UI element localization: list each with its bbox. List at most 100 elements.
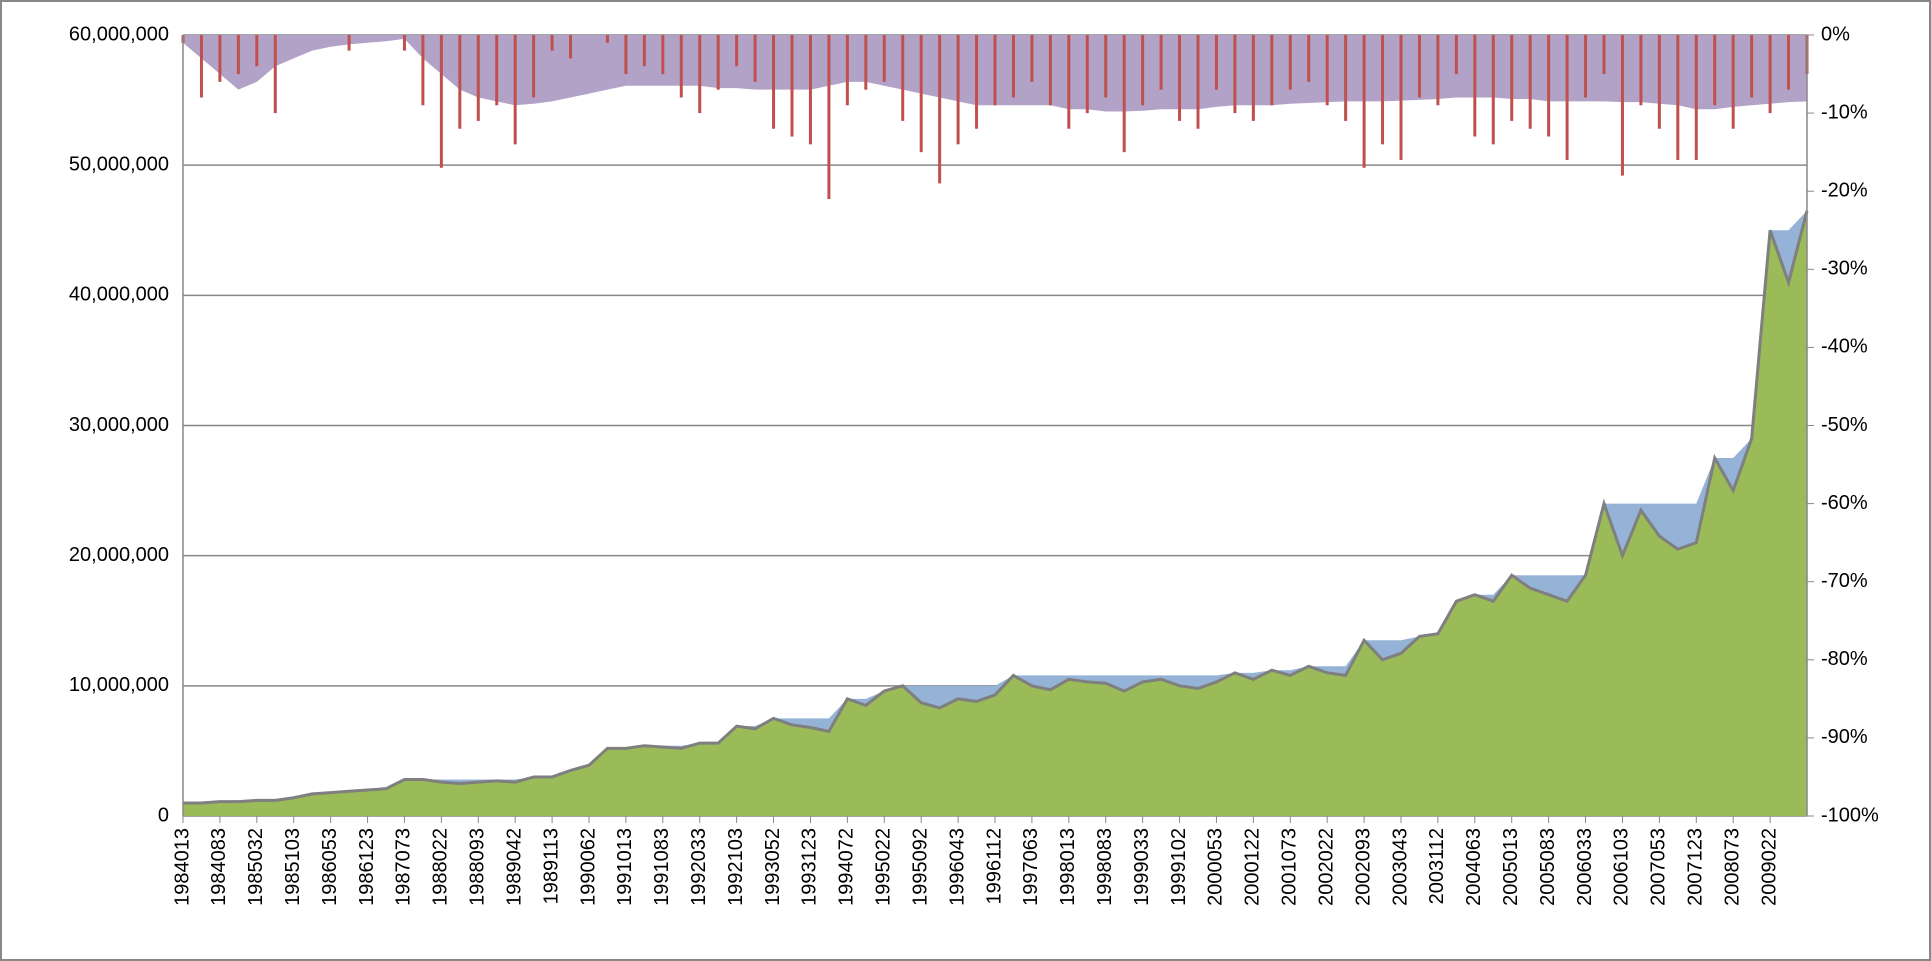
x-tick-label: 1989113: [540, 828, 562, 904]
x-tick-label: 1991013: [614, 828, 636, 906]
bar: [790, 35, 794, 137]
bar: [1399, 35, 1403, 160]
x-tick-label: 2007053: [1648, 828, 1670, 906]
x-tick-label: 2000122: [1242, 828, 1264, 906]
bar: [1122, 35, 1126, 153]
bar: [661, 35, 665, 75]
bar: [1639, 35, 1643, 106]
bar: [421, 35, 425, 106]
bar: [753, 35, 757, 82]
bar: [1344, 35, 1348, 121]
x-tick-label: 1993052: [762, 828, 784, 906]
bar: [1694, 35, 1698, 160]
x-tick-label: 2006033: [1574, 828, 1596, 906]
bar: [1251, 35, 1255, 121]
bar: [882, 35, 886, 82]
bar: [402, 35, 406, 51]
x-tick-label: 2003043: [1389, 828, 1411, 906]
y2-tick-label: -10%: [1821, 101, 1868, 123]
bar: [975, 35, 979, 129]
x-tick-label: 1985032: [245, 828, 267, 906]
y2-tick-label: -100%: [1821, 804, 1879, 826]
bar: [1620, 35, 1624, 176]
bar: [1510, 35, 1514, 121]
x-tick-label: 1987073: [393, 828, 415, 906]
bar: [624, 35, 628, 75]
bar: [1159, 35, 1163, 90]
bar: [735, 35, 739, 67]
x-tick-label: 1992103: [725, 828, 747, 906]
bar: [845, 35, 849, 106]
bar: [1288, 35, 1292, 90]
y2-tick-label: -30%: [1821, 258, 1868, 280]
x-tick-label: 1998013: [1057, 828, 1079, 906]
bar: [1547, 35, 1551, 137]
bar: [642, 35, 646, 67]
y-tick-label: 50,000,000: [69, 153, 169, 175]
x-tick-label: 2005083: [1537, 828, 1559, 906]
bar: [1787, 35, 1791, 90]
x-tick-label: 1985103: [282, 828, 304, 906]
x-tick-label: 2006103: [1611, 828, 1633, 906]
bar: [1528, 35, 1532, 129]
bar: [347, 35, 351, 51]
bar: [1602, 35, 1606, 75]
x-tick-label: 1986053: [319, 828, 341, 906]
bar: [1270, 35, 1274, 106]
y2-tick-label: -90%: [1821, 726, 1868, 748]
y-tick-label: 60,000,000: [69, 23, 169, 45]
x-tick-label: 2004063: [1463, 828, 1485, 906]
bar: [1676, 35, 1680, 160]
line: [183, 210, 1809, 805]
bar: [808, 35, 812, 145]
bar: [458, 35, 462, 129]
bar: [1325, 35, 1329, 106]
y2-tick-label: -60%: [1821, 492, 1868, 514]
bar: [1104, 35, 1108, 98]
x-tick-label: 1989042: [503, 828, 525, 906]
x-tick-label: 1992033: [688, 828, 710, 906]
bar: [1362, 35, 1366, 168]
bar: [1657, 35, 1661, 129]
bar: [218, 35, 222, 82]
x-tick-label: 1999033: [1131, 828, 1153, 906]
area: [183, 210, 1807, 817]
x-tick-label: 2008073: [1721, 828, 1743, 906]
bar: [698, 35, 702, 114]
bar: [919, 35, 923, 153]
bar: [1030, 35, 1034, 82]
bar: [273, 35, 277, 114]
bar: [1417, 35, 1421, 98]
x-tick-label: 2000053: [1205, 828, 1227, 906]
bar: [1454, 35, 1458, 75]
bar: [901, 35, 905, 121]
bar: [1048, 35, 1052, 106]
x-tick-label: 1996043: [946, 828, 968, 906]
bar: [1141, 35, 1145, 106]
y-tick-label: 10,000,000: [69, 674, 169, 696]
y2-tick-label: -40%: [1821, 336, 1868, 358]
bar: [1565, 35, 1569, 160]
x-tick-label: 2003112: [1426, 828, 1448, 904]
x-tick-label: 1997063: [1020, 828, 1042, 906]
bar: [550, 35, 554, 51]
y2-tick-label: 0%: [1821, 23, 1850, 45]
bar: [513, 35, 517, 145]
x-tick-label: 1999102: [1168, 828, 1190, 906]
bar: [1011, 35, 1015, 98]
y2-tick-label: -70%: [1821, 570, 1868, 592]
x-tick-label: 1993123: [799, 828, 821, 906]
bar: [236, 35, 240, 75]
x-tick-label: 1986123: [356, 828, 378, 906]
bar: [1233, 35, 1237, 114]
bar: [827, 35, 831, 200]
x-tick-label: 1995022: [873, 828, 895, 906]
x-tick-label: 1995092: [909, 828, 931, 906]
bar: [495, 35, 499, 106]
x-tick-label: 1994072: [836, 828, 858, 906]
x-tick-label: 2001073: [1279, 828, 1301, 906]
bar: [1731, 35, 1735, 129]
bar: [1085, 35, 1089, 114]
bar: [532, 35, 536, 98]
